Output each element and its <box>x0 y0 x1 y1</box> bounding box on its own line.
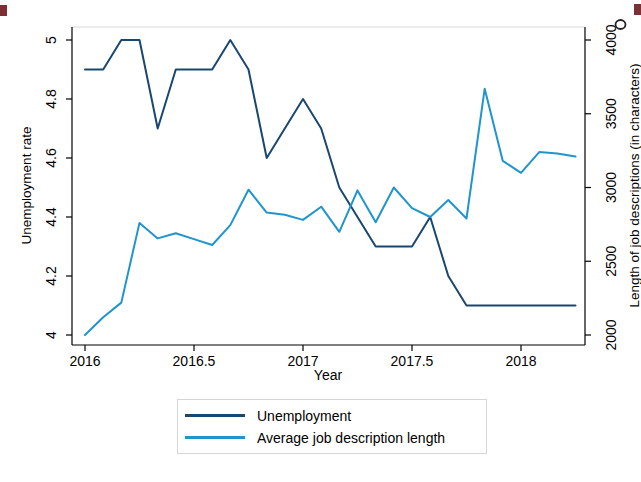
y-tick-label-right: 4000 <box>603 24 619 55</box>
chart-figure: 20162016.520172017.5201844.24.44.64.8520… <box>0 0 641 482</box>
y-tick-label-left: 4.6 <box>43 148 59 168</box>
legend-line-swatch-unemployment <box>185 414 245 417</box>
y-tick-label-right: 2000 <box>603 319 619 350</box>
legend: Unemployment Average job description len… <box>177 399 487 454</box>
legend-label: Unemployment <box>257 408 351 424</box>
y-axis-title-left: Unemployment rate <box>19 26 34 346</box>
x-tick-label: 2018 <box>505 353 536 369</box>
corner-artifact-right <box>634 4 641 15</box>
legend-label: Average job description length <box>257 430 445 446</box>
x-tick-label: 2016 <box>69 353 100 369</box>
legend-entry: Unemployment <box>178 408 486 423</box>
legend-entry: Average job description length <box>178 430 486 445</box>
y-tick-label-right: 2500 <box>603 245 619 276</box>
x-tick-label: 2016.5 <box>173 353 216 369</box>
corner-artifact-left <box>0 5 7 16</box>
y-tick-label-left: 4.8 <box>43 89 59 109</box>
y-tick-label-right: 3500 <box>603 98 619 129</box>
y-tick-label-left: 5 <box>43 36 59 44</box>
y-tick-label-left: 4.4 <box>43 207 59 227</box>
legend-line-swatch-job-length <box>185 436 245 439</box>
y-axis-title-right: Length of job descriptions (in character… <box>627 26 641 346</box>
y-tick-label-left: 4 <box>43 331 59 339</box>
y-tick-label-right: 3000 <box>603 172 619 203</box>
series-line-0 <box>85 40 576 306</box>
y-tick-label-left: 4.2 <box>43 266 59 286</box>
x-axis-title: Year <box>228 367 428 383</box>
